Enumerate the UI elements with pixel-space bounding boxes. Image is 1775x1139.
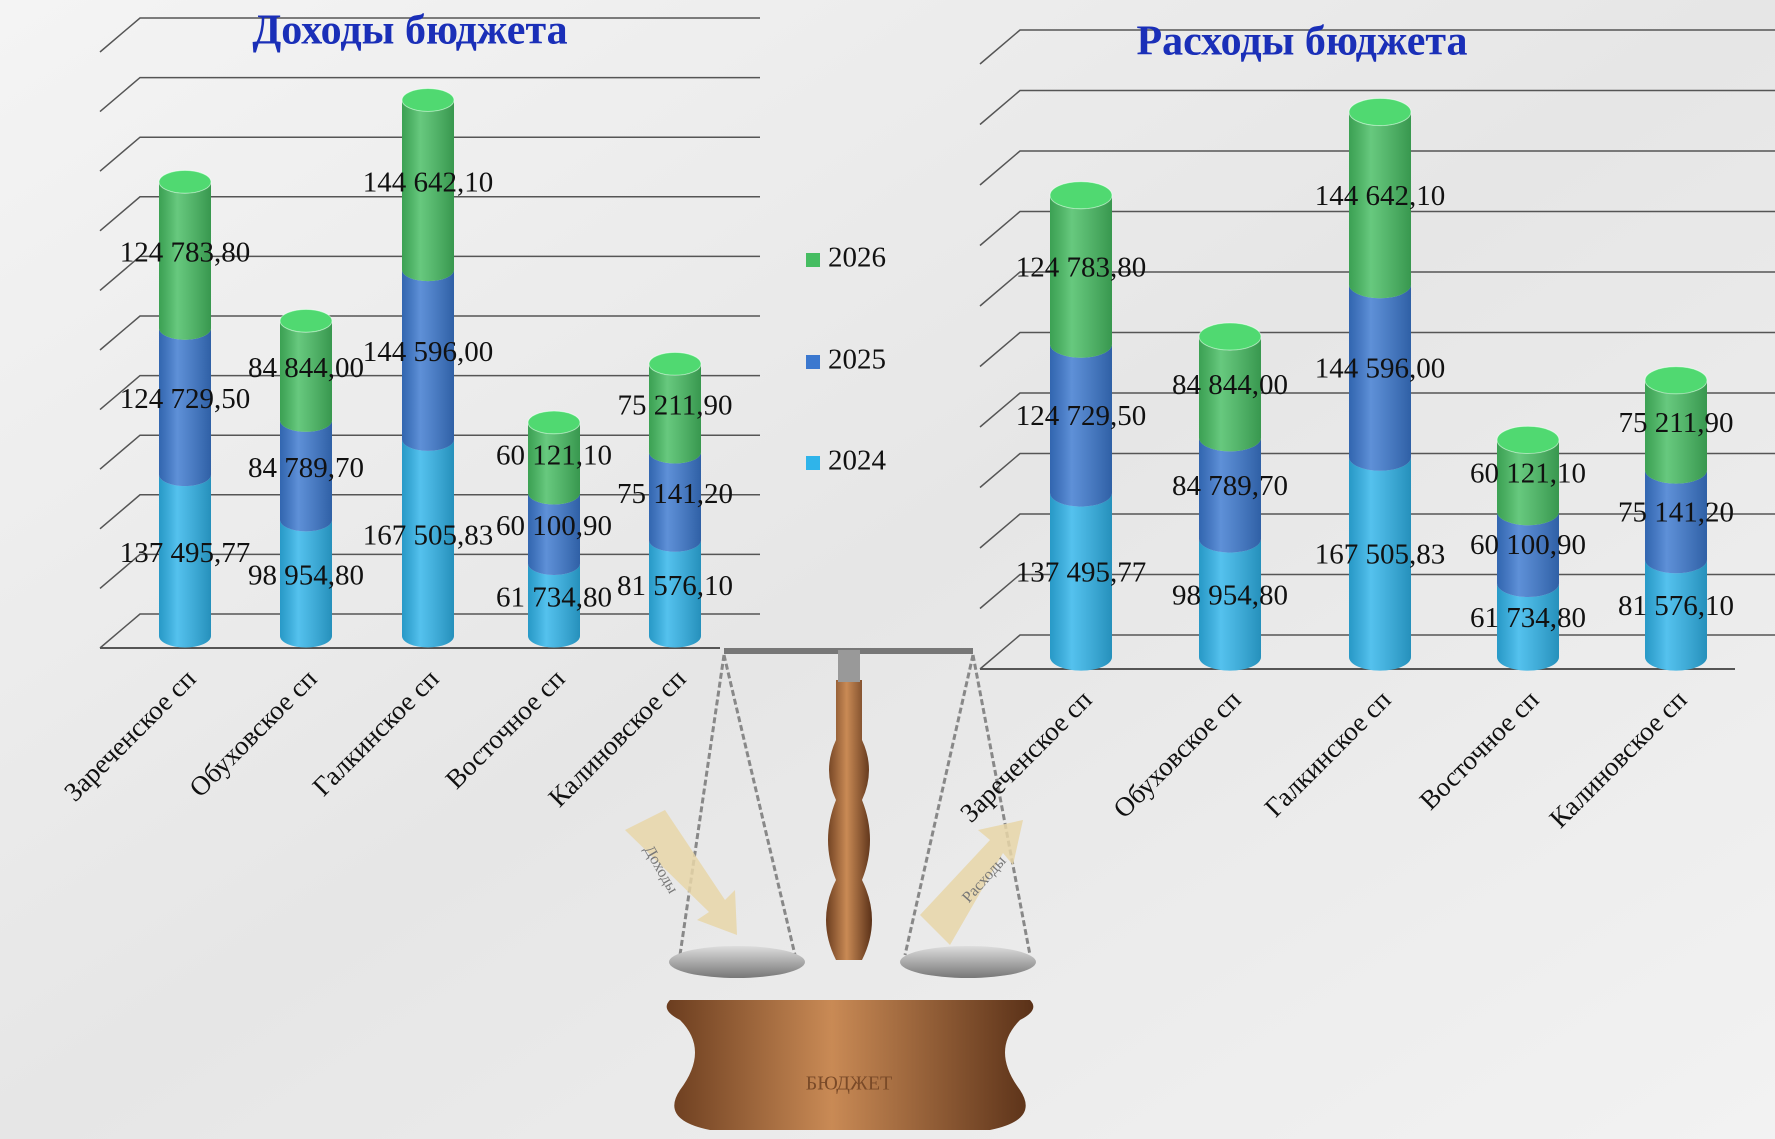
data-label: 75 211,90 xyxy=(618,390,733,422)
data-label: 84 789,70 xyxy=(1172,470,1288,502)
bar-cap xyxy=(649,352,701,375)
data-label: 60 100,90 xyxy=(496,510,612,542)
bar-cap xyxy=(1199,323,1261,350)
bar-cap xyxy=(280,309,332,332)
chart-title: Доходы бюджета xyxy=(252,8,567,54)
bar-cap xyxy=(159,170,211,193)
pan xyxy=(669,946,805,978)
pillar-top xyxy=(838,650,860,682)
data-label: 61 734,80 xyxy=(1470,602,1586,634)
data-label: 60 121,10 xyxy=(1470,457,1586,489)
page: Доходы бюджета 137 495,77 124 729,50 124 78… xyxy=(0,0,1775,1139)
legend-swatch xyxy=(806,355,820,369)
data-label: 124 729,50 xyxy=(1016,400,1147,432)
data-label: 144 596,00 xyxy=(363,336,494,368)
data-label: 84 789,70 xyxy=(248,452,364,484)
bar-cap xyxy=(402,89,454,112)
data-label: 137 495,77 xyxy=(120,537,251,569)
legend-swatch xyxy=(806,456,820,470)
legend-label: 2024 xyxy=(828,445,887,477)
data-label: 60 100,90 xyxy=(1470,529,1586,561)
data-label: 124 729,50 xyxy=(120,383,251,415)
data-label: 167 505,83 xyxy=(1315,539,1446,571)
bar-cap xyxy=(528,411,580,434)
data-label: 167 505,83 xyxy=(363,519,494,551)
data-label: 124 783,80 xyxy=(1016,251,1147,283)
bar-cap xyxy=(1050,182,1112,209)
legend-label: 2025 xyxy=(828,344,886,376)
data-label: 98 954,80 xyxy=(248,560,364,592)
data-label: 81 576,10 xyxy=(1618,590,1734,622)
bar-cap xyxy=(1645,367,1707,394)
data-label: 144 642,10 xyxy=(1315,180,1446,212)
data-label: 61 734,80 xyxy=(496,581,612,613)
data-label: 124 783,80 xyxy=(120,237,251,269)
base xyxy=(667,1000,1034,1130)
legend-swatch xyxy=(806,253,820,267)
data-label: 75 211,90 xyxy=(1619,407,1734,439)
data-label: 84 844,00 xyxy=(248,352,364,384)
data-label: 144 642,10 xyxy=(363,167,494,199)
data-label: 137 495,77 xyxy=(1016,557,1147,589)
base-label: БЮДЖЕТ xyxy=(806,1073,893,1095)
pan xyxy=(900,946,1036,978)
data-label: 75 141,20 xyxy=(617,478,733,510)
data-label: 84 844,00 xyxy=(1172,369,1288,401)
chart-title: Расходы бюджета xyxy=(1136,19,1467,65)
data-label: 75 141,20 xyxy=(1618,496,1734,528)
bar-cap xyxy=(1497,426,1559,453)
legend-label: 2026 xyxy=(828,242,886,274)
bar-cap xyxy=(1349,98,1411,125)
data-label: 81 576,10 xyxy=(617,570,733,602)
data-label: 98 954,80 xyxy=(1172,580,1288,612)
data-label: 144 596,00 xyxy=(1315,353,1446,385)
data-label: 60 121,10 xyxy=(496,439,612,471)
